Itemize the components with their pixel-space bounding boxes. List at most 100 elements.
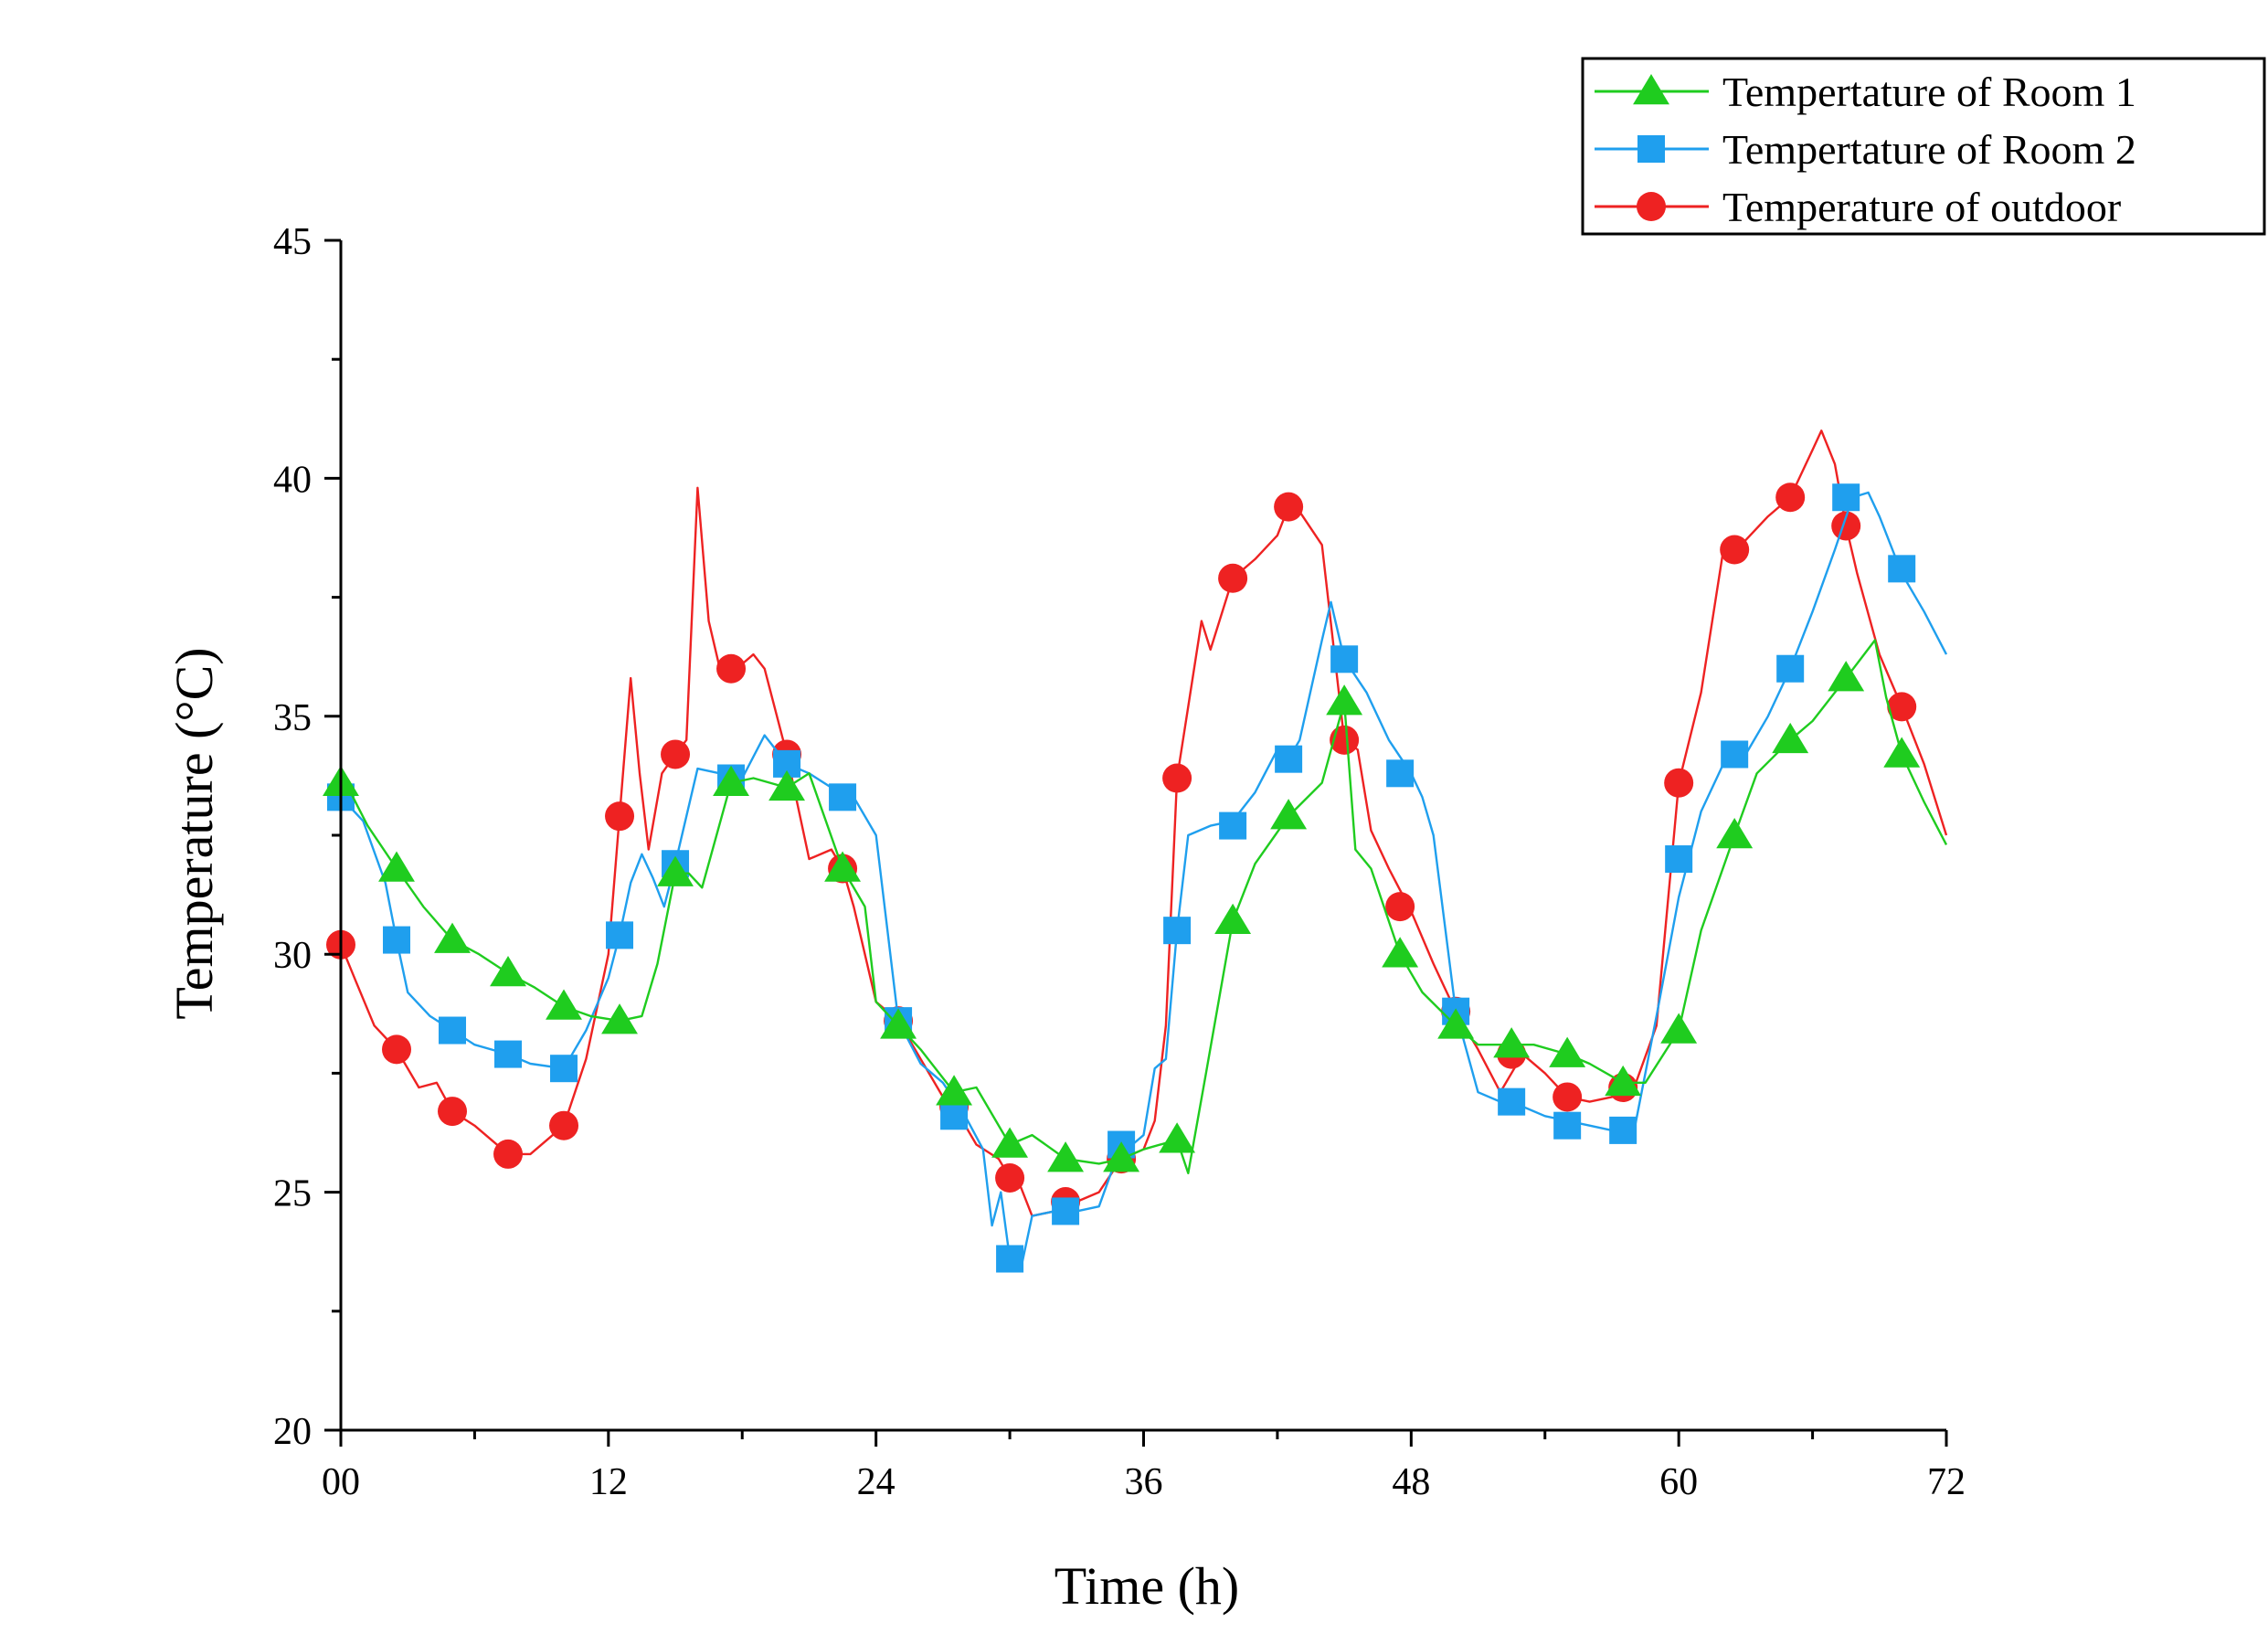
y-tick-label: 30: [273, 935, 312, 977]
data-point: [1493, 1027, 1531, 1058]
data-point: [1665, 845, 1693, 874]
data-point: [716, 653, 747, 684]
data-point: [546, 989, 582, 1020]
data-point: [1609, 1116, 1637, 1144]
data-point: [657, 855, 694, 886]
data-point: [382, 1034, 412, 1065]
data-point: [1721, 740, 1749, 769]
series-triangle: [323, 639, 1948, 1175]
legend: Tempertature of Room 1 Tempertature of Ro…: [1581, 57, 2266, 236]
legend-marker: [1637, 135, 1665, 163]
data-point: [1498, 1087, 1526, 1116]
y-tick-label: 40: [273, 459, 312, 501]
data-point: [1159, 1122, 1196, 1153]
data-point: [605, 801, 635, 832]
ticks-layer: 00 12 24 36 48 60 72 20 25 30 35 40 45: [273, 221, 1966, 1503]
data-point: [439, 1016, 467, 1045]
legend-marker: [1637, 192, 1666, 221]
legend-box: [1581, 57, 2266, 236]
data-point: [1549, 1036, 1586, 1067]
data-point: [434, 922, 471, 953]
x-axis-title: Time (h): [1055, 1556, 1240, 1616]
data-point: [1720, 535, 1750, 565]
data-point: [493, 1139, 524, 1169]
data-point: [661, 739, 691, 769]
data-point: [1883, 737, 1921, 768]
data-point: [991, 1127, 1029, 1158]
data-point: [494, 1040, 523, 1068]
series-line: [339, 430, 1948, 1217]
data-point: [995, 1162, 1025, 1193]
data-point: [1888, 555, 1916, 583]
series-circle: [326, 430, 1948, 1217]
legend-label: Tempertature of Room 1: [1722, 69, 2136, 115]
data-point: [829, 783, 857, 811]
data-point: [824, 851, 862, 882]
data-point: [1219, 811, 1247, 840]
x-tick-label: 12: [589, 1461, 628, 1503]
data-point: [1386, 759, 1415, 788]
data-point: [1553, 1111, 1582, 1140]
data-point: [378, 851, 415, 882]
y-tick-label: 35: [273, 697, 312, 739]
data-point: [1437, 1008, 1475, 1039]
legend-label: Temperature of outdoor: [1722, 184, 2121, 230]
data-point: [1553, 1082, 1583, 1112]
x-tick-label: 24: [857, 1461, 896, 1503]
data-point: [550, 1055, 578, 1083]
y-axis-title: Temperature (°C): [164, 647, 224, 1019]
x-tick-label: 60: [1659, 1461, 1698, 1503]
data-point: [1162, 763, 1192, 793]
data-point: [549, 1110, 579, 1140]
data-point: [940, 1102, 969, 1130]
data-point: [1275, 745, 1303, 773]
data-point: [1716, 818, 1754, 849]
data-point: [490, 956, 526, 987]
y-tick-label: 45: [273, 221, 312, 263]
data-point: [606, 921, 634, 949]
x-tick-label: 00: [322, 1461, 360, 1503]
y-tick-label: 25: [273, 1173, 312, 1215]
series-line: [339, 639, 1948, 1175]
data-point: [768, 769, 806, 801]
data-point: [1828, 661, 1865, 692]
data-point: [1103, 1141, 1140, 1172]
data-point: [1605, 1065, 1642, 1097]
x-tick-label: 72: [1927, 1461, 1966, 1503]
data-point: [1274, 492, 1304, 522]
x-tick-label: 48: [1392, 1461, 1430, 1503]
data-point: [713, 765, 749, 796]
data-point: [1052, 1197, 1080, 1225]
series-line: [340, 491, 1948, 1270]
data-point: [880, 1008, 917, 1039]
series-square: [327, 483, 1948, 1273]
data-point: [1772, 722, 1809, 754]
data-point: [1218, 563, 1248, 593]
data-point: [1326, 684, 1363, 716]
data-point: [996, 1245, 1024, 1273]
data-point: [1330, 645, 1359, 674]
data-point: [1214, 903, 1252, 934]
x-tick-label: 36: [1125, 1461, 1163, 1503]
data-point: [1270, 799, 1308, 830]
series-layer: [323, 430, 1948, 1273]
data-point: [936, 1075, 973, 1106]
data-point: [1664, 768, 1694, 798]
data-point: [438, 1097, 468, 1127]
data-point: [1047, 1141, 1085, 1172]
data-point: [1887, 692, 1917, 722]
data-point: [383, 926, 411, 954]
data-point: [1382, 937, 1419, 968]
data-point: [1775, 483, 1806, 513]
data-point: [1832, 483, 1860, 512]
data-point: [1385, 892, 1415, 922]
data-point: [1776, 654, 1805, 683]
legend-label: Tempertature of Room 2: [1722, 126, 2136, 173]
legend-marker: [1633, 74, 1669, 105]
y-tick-label: 20: [273, 1411, 312, 1453]
data-point: [1831, 511, 1861, 541]
axes-layer: [339, 240, 1946, 1432]
data-point: [1330, 725, 1360, 755]
data-point: [601, 1003, 638, 1034]
